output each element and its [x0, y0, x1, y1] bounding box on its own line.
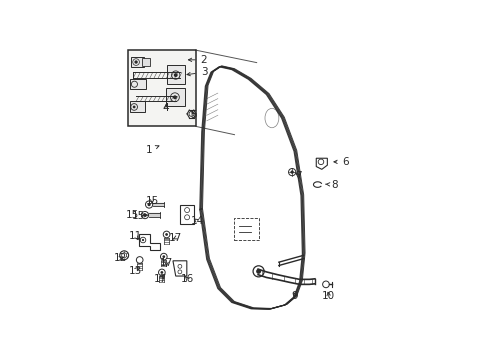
- Text: 12: 12: [114, 253, 127, 263]
- Text: 2: 2: [188, 55, 207, 65]
- Text: 4: 4: [163, 103, 170, 113]
- FancyBboxPatch shape: [128, 50, 196, 126]
- Text: 14: 14: [191, 216, 204, 226]
- Circle shape: [134, 60, 138, 64]
- Circle shape: [133, 105, 136, 108]
- Text: 11: 11: [129, 231, 142, 241]
- Circle shape: [291, 170, 294, 174]
- Circle shape: [165, 233, 168, 236]
- FancyBboxPatch shape: [142, 58, 150, 66]
- Text: 9: 9: [292, 291, 298, 301]
- FancyBboxPatch shape: [166, 89, 185, 106]
- Text: 10: 10: [322, 291, 335, 301]
- Text: 17: 17: [160, 258, 173, 268]
- Text: 5: 5: [191, 110, 197, 120]
- Circle shape: [143, 213, 147, 217]
- Text: 15: 15: [125, 210, 145, 220]
- FancyBboxPatch shape: [168, 65, 185, 84]
- Text: 17: 17: [153, 274, 167, 284]
- Circle shape: [256, 269, 261, 274]
- FancyBboxPatch shape: [130, 101, 145, 112]
- Circle shape: [162, 255, 165, 258]
- Text: 13: 13: [129, 266, 142, 275]
- Text: 15: 15: [146, 196, 159, 206]
- Text: 17: 17: [169, 233, 182, 243]
- Text: 6: 6: [334, 157, 349, 167]
- Text: 3: 3: [187, 67, 207, 77]
- Circle shape: [174, 73, 178, 77]
- Text: 1: 1: [146, 145, 159, 155]
- Circle shape: [147, 203, 151, 206]
- FancyBboxPatch shape: [131, 57, 144, 67]
- Text: 8: 8: [325, 180, 338, 190]
- Circle shape: [173, 95, 177, 99]
- Text: 15: 15: [132, 211, 148, 221]
- Circle shape: [142, 239, 144, 241]
- FancyBboxPatch shape: [130, 79, 147, 90]
- Circle shape: [161, 271, 163, 274]
- Text: 16: 16: [181, 274, 194, 284]
- Text: 7: 7: [295, 171, 302, 181]
